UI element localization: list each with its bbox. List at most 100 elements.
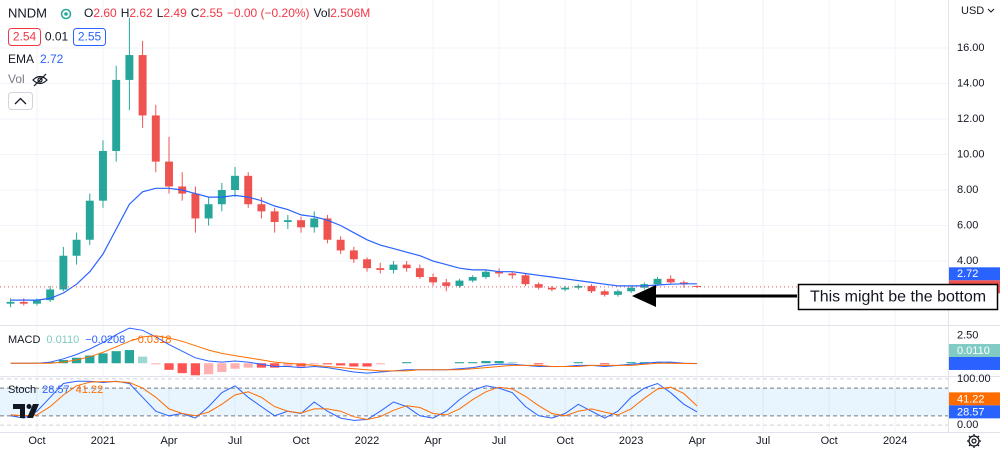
y-tick-label: 14.00 — [957, 77, 985, 89]
candle-body — [495, 271, 504, 274]
last-value-box — [949, 343, 1000, 357]
x-tick-label: Oct — [821, 435, 838, 447]
candle-body — [613, 291, 622, 295]
histogram-bar — [481, 361, 491, 364]
ema-value: 2.72 — [40, 52, 64, 66]
histogram-bar — [639, 362, 649, 364]
candle-body — [547, 287, 556, 290]
candle-body — [376, 268, 385, 270]
candle-body — [59, 255, 68, 290]
histogram-bar — [256, 363, 267, 368]
histogram-bar — [58, 359, 68, 364]
hide-icon[interactable] — [32, 73, 48, 87]
histogram-bar — [98, 353, 108, 364]
histogram-bar — [85, 355, 95, 364]
market-status-dot — [64, 12, 68, 16]
candle-body — [112, 79, 121, 151]
candle-body — [627, 287, 636, 292]
candle-body — [151, 115, 160, 162]
collapse-button[interactable] — [8, 92, 33, 110]
candle-body — [534, 284, 543, 288]
candle-body — [19, 301, 28, 304]
last-value-box — [949, 405, 1000, 419]
annotation: This might be the bottom — [810, 289, 986, 306]
label: O — [84, 6, 93, 20]
histogram-bar — [652, 362, 663, 364]
grid-layer — [0, 0, 948, 432]
candle-body — [297, 220, 305, 228]
label: L — [157, 6, 164, 20]
gear-hub — [971, 438, 977, 444]
histogram-bar — [283, 363, 293, 367]
histogram-bar — [190, 363, 201, 376]
candle-body — [455, 280, 464, 286]
x-tick-label: Jul — [228, 435, 242, 447]
candle-body — [257, 204, 266, 212]
label: C — [191, 6, 200, 20]
last-value-label: 2.72 — [957, 268, 978, 280]
ema-label: EMA — [8, 52, 34, 66]
candle-body — [125, 55, 134, 80]
value: 2.506M — [330, 6, 370, 20]
histogram-bar — [468, 362, 478, 364]
candle-body — [653, 278, 662, 285]
ema-line — [10, 187, 698, 301]
y-tick-label: 10.00 — [957, 148, 985, 160]
bid-price: 2.54 — [13, 30, 37, 44]
last-value-label: 28.57 — [957, 406, 985, 418]
histogram-bar — [362, 363, 372, 367]
y-tick-label: 4.00 — [957, 255, 978, 267]
candle-body — [587, 285, 596, 292]
currency-chevron — [987, 8, 995, 13]
logo — [13, 404, 39, 418]
change: −0.00 (−0.20%) — [227, 6, 310, 20]
symbol: NNDM — [8, 5, 47, 20]
candle-body — [574, 285, 583, 288]
pane-value: −0.0208 — [85, 334, 125, 346]
stoch-line — [10, 380, 698, 421]
histogram-bar — [507, 362, 517, 364]
candle-body — [244, 175, 253, 205]
histogram-bar — [573, 362, 583, 364]
sell-button[interactable] — [8, 28, 41, 46]
histogram-bar — [534, 363, 544, 365]
histogram-bar — [164, 363, 174, 370]
candle-body — [6, 301, 15, 304]
pane-value: 0.0110 — [46, 334, 79, 346]
histogram-bar — [349, 363, 359, 367]
candle-body — [46, 289, 55, 301]
histogram-bar — [336, 363, 346, 366]
strike — [33, 73, 47, 87]
x-tick-label: 2024 — [883, 435, 907, 447]
stoch-line — [10, 381, 698, 421]
histogram-bar — [494, 361, 504, 364]
histogram-bar — [666, 362, 676, 364]
candle-body — [85, 200, 94, 240]
market-status — [60, 8, 72, 20]
histogram-bar — [270, 363, 280, 368]
last-value-label: 0.0110 — [957, 345, 990, 357]
histogram-bar — [151, 363, 161, 365]
y-tick-label: 12.00 — [957, 113, 985, 125]
candle-body — [283, 220, 292, 222]
logo-t — [13, 404, 25, 418]
candle-body — [270, 211, 279, 222]
histogram-bar — [296, 363, 306, 367]
last-value-label: 41.22 — [957, 393, 985, 405]
settings-button[interactable] — [967, 434, 981, 448]
macd-line — [10, 335, 698, 372]
buy-button[interactable] — [73, 28, 106, 46]
histogram-bar — [600, 363, 610, 365]
candle-body — [323, 218, 332, 240]
histogram-bar — [230, 363, 240, 369]
candle-body — [389, 264, 398, 270]
histogram-bar — [217, 363, 227, 373]
candle-body — [99, 150, 107, 201]
histogram-bar — [243, 363, 253, 368]
x-tick-label: 2023 — [619, 435, 643, 447]
data-layer — [0, 17, 948, 421]
candle-body — [600, 291, 609, 295]
histogram-bar — [111, 351, 121, 364]
histogram-bar — [137, 356, 148, 364]
